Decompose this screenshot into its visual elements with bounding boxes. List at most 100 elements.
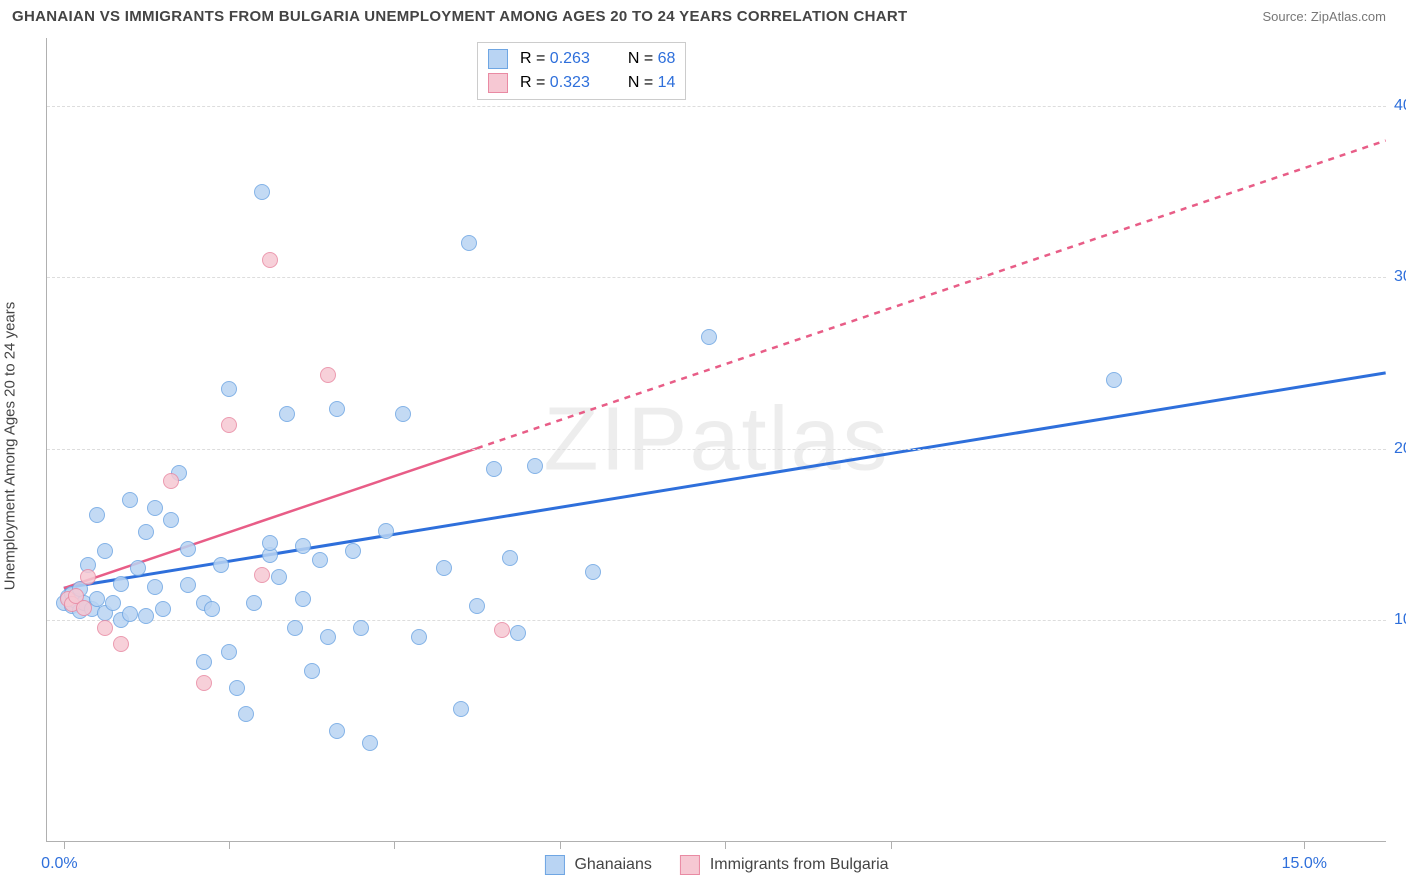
data-point bbox=[320, 629, 336, 645]
x-tick bbox=[394, 841, 395, 849]
watermark: ZIPatlas bbox=[543, 388, 889, 491]
data-point bbox=[97, 620, 113, 636]
n-value: 14 bbox=[658, 74, 676, 91]
data-point bbox=[196, 654, 212, 670]
y-tick-label: 20.0% bbox=[1388, 440, 1406, 458]
data-point bbox=[89, 507, 105, 523]
data-point bbox=[494, 622, 510, 638]
source-prefix: Source: bbox=[1262, 9, 1310, 24]
data-point bbox=[180, 577, 196, 593]
watermark-light: atlas bbox=[689, 389, 889, 489]
data-point bbox=[312, 552, 328, 568]
data-point bbox=[122, 492, 138, 508]
r-label: R = 0.323 bbox=[520, 74, 590, 92]
data-point bbox=[204, 601, 220, 617]
data-point bbox=[138, 608, 154, 624]
data-point bbox=[221, 381, 237, 397]
data-point bbox=[353, 620, 369, 636]
data-point bbox=[287, 620, 303, 636]
legend-swatch bbox=[680, 855, 700, 875]
data-point bbox=[254, 567, 270, 583]
y-axis-label: Unemployment Among Ages 20 to 24 years bbox=[2, 302, 19, 591]
n-value: 68 bbox=[658, 50, 676, 67]
r-value: 0.323 bbox=[550, 74, 590, 91]
y-tick-label: 30.0% bbox=[1388, 268, 1406, 286]
data-point bbox=[262, 535, 278, 551]
data-point bbox=[97, 543, 113, 559]
data-point bbox=[130, 560, 146, 576]
gridline bbox=[47, 277, 1386, 278]
data-point bbox=[295, 591, 311, 607]
x-tick bbox=[64, 841, 65, 849]
data-point bbox=[411, 629, 427, 645]
data-point bbox=[329, 723, 345, 739]
data-point bbox=[138, 524, 154, 540]
x-tick bbox=[560, 841, 561, 849]
data-point bbox=[527, 458, 543, 474]
data-point bbox=[113, 636, 129, 652]
data-point bbox=[510, 625, 526, 641]
x-tick-label: 0.0% bbox=[41, 855, 77, 873]
data-point bbox=[469, 598, 485, 614]
legend-swatch bbox=[544, 855, 564, 875]
data-point bbox=[113, 576, 129, 592]
x-tick bbox=[1304, 841, 1305, 849]
r-label: R = 0.263 bbox=[520, 50, 590, 68]
n-label: N = 68 bbox=[628, 50, 676, 68]
data-point bbox=[1106, 372, 1122, 388]
data-point bbox=[155, 601, 171, 617]
y-tick-label: 40.0% bbox=[1388, 97, 1406, 115]
legend-series-label: Ghanaians bbox=[574, 856, 651, 874]
x-tick bbox=[229, 841, 230, 849]
data-point bbox=[163, 512, 179, 528]
data-point bbox=[105, 595, 121, 611]
data-point bbox=[329, 401, 345, 417]
data-point bbox=[80, 569, 96, 585]
x-tick-label: 15.0% bbox=[1282, 855, 1327, 873]
data-point bbox=[196, 675, 212, 691]
data-point bbox=[246, 595, 262, 611]
legend-series-label: Immigrants from Bulgaria bbox=[710, 856, 889, 874]
data-point bbox=[362, 735, 378, 751]
watermark-bold: ZIP bbox=[543, 389, 689, 489]
data-point bbox=[295, 538, 311, 554]
data-point bbox=[254, 184, 270, 200]
data-point bbox=[461, 235, 477, 251]
x-tick bbox=[891, 841, 892, 849]
n-label: N = 14 bbox=[628, 74, 676, 92]
data-point bbox=[701, 329, 717, 345]
data-point bbox=[279, 406, 295, 422]
legend-swatch bbox=[488, 73, 508, 93]
data-point bbox=[304, 663, 320, 679]
legend-swatch bbox=[488, 49, 508, 69]
gridline bbox=[47, 620, 1386, 621]
data-point bbox=[378, 523, 394, 539]
data-point bbox=[345, 543, 361, 559]
legend-correlation-row: R = 0.323 N = 14 bbox=[488, 71, 675, 95]
data-point bbox=[147, 500, 163, 516]
data-point bbox=[213, 557, 229, 573]
data-point bbox=[221, 644, 237, 660]
data-point bbox=[502, 550, 518, 566]
data-point bbox=[238, 706, 254, 722]
r-value: 0.263 bbox=[550, 50, 590, 67]
data-point bbox=[221, 417, 237, 433]
data-point bbox=[180, 541, 196, 557]
chart-plot-area: ZIPatlas R = 0.263N = 68R = 0.323N = 14 … bbox=[46, 38, 1386, 842]
data-point bbox=[395, 406, 411, 422]
x-tick bbox=[725, 841, 726, 849]
data-point bbox=[122, 606, 138, 622]
legend-correlation: R = 0.263 N = 68 R = 0.323 N = 14 bbox=[477, 42, 686, 100]
data-point bbox=[262, 252, 278, 268]
data-point bbox=[320, 367, 336, 383]
y-tick-label: 10.0% bbox=[1388, 611, 1406, 629]
legend-series: Ghanaians Immigrants from Bulgaria bbox=[544, 855, 888, 875]
data-point bbox=[229, 680, 245, 696]
data-point bbox=[163, 473, 179, 489]
data-point bbox=[453, 701, 469, 717]
source-link[interactable]: ZipAtlas.com bbox=[1311, 9, 1386, 24]
data-point bbox=[585, 564, 601, 580]
gridline bbox=[47, 106, 1386, 107]
source-attribution: Source: ZipAtlas.com bbox=[1262, 9, 1386, 24]
legend-correlation-row: R = 0.263 N = 68 bbox=[488, 47, 675, 71]
